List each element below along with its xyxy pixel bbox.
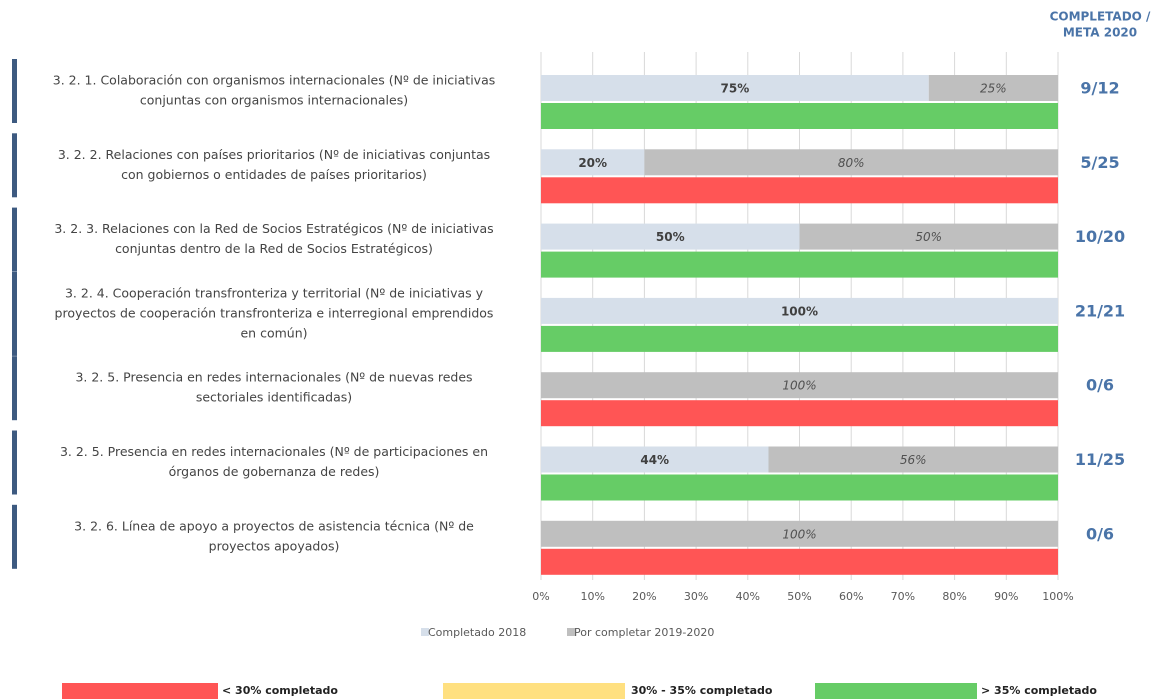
- category-label: órganos de gobernanza de redes): [169, 464, 380, 479]
- row-accent: [12, 430, 17, 495]
- legend-swatch: [567, 628, 575, 636]
- value-label: 44%: [640, 453, 669, 467]
- row-accent: [12, 133, 17, 198]
- category-label: 3. 2. 5. Presencia en redes internaciona…: [75, 370, 472, 385]
- x-tick-label: 70%: [891, 590, 915, 603]
- ratio: 10/20: [1075, 227, 1125, 246]
- status-bar: [541, 177, 1058, 204]
- category-label: con gobiernos o entidades de países prio…: [121, 167, 427, 182]
- ratio: 0/6: [1086, 376, 1114, 395]
- category-label: conjuntas dentro de la Red de Socios Est…: [115, 241, 433, 256]
- legend-label: Por completar 2019-2020: [574, 626, 714, 639]
- row-accent: [12, 207, 17, 272]
- status-legend-label: 30% - 35% completado: [631, 684, 773, 697]
- x-tick-label: 20%: [632, 590, 656, 603]
- value-label: 75%: [721, 82, 750, 96]
- status-bar: [541, 400, 1058, 427]
- bar-segment: [768, 446, 1058, 473]
- category-label: proyectos apoyados): [209, 538, 340, 553]
- x-tick-label: 10%: [580, 590, 604, 603]
- row-accent: [12, 271, 17, 356]
- ratio: 21/21: [1075, 301, 1125, 320]
- right-header: COMPLETADO /: [1050, 10, 1151, 24]
- bar-segment: [541, 446, 769, 473]
- status-bar: [541, 251, 1058, 278]
- value-label: 100%: [782, 379, 816, 393]
- bar-segment: [541, 223, 800, 250]
- x-tick-label: 40%: [736, 590, 760, 603]
- bar-segment: [541, 520, 1058, 547]
- bar-segment: [541, 297, 1058, 324]
- category-label: en común): [240, 325, 307, 340]
- value-label: 50%: [656, 230, 685, 244]
- category-label: 3. 2. 6. Línea de apoyo a proyectos de a…: [74, 518, 474, 533]
- bar-segment: [541, 75, 929, 101]
- status-bar: [541, 548, 1058, 575]
- category-label: 3. 2. 4. Cooperación transfronteriza y t…: [65, 285, 484, 300]
- legend-swatch: [421, 628, 429, 636]
- value-label: 56%: [900, 453, 927, 467]
- category-label: conjuntas con organismos internacionales…: [140, 93, 408, 108]
- value-label: 20%: [578, 156, 607, 170]
- category-label: 3. 2. 1. Colaboración con organismos int…: [53, 73, 496, 88]
- bar-segment: [799, 223, 1058, 250]
- bar-segment: [541, 149, 645, 176]
- x-tick-label: 30%: [684, 590, 708, 603]
- ratio: 5/25: [1080, 153, 1119, 172]
- x-tick-label: 0%: [532, 590, 549, 603]
- right-header: META 2020: [1063, 26, 1137, 40]
- bar-segment: [928, 75, 1058, 101]
- ratio: 9/12: [1080, 79, 1119, 98]
- value-label: 50%: [915, 230, 942, 244]
- category-label: proyectos de cooperación transfronteriza…: [55, 305, 494, 320]
- status-bar: [541, 103, 1058, 129]
- x-tick-label: 90%: [994, 590, 1018, 603]
- status-legend-label: < 30% completado: [222, 684, 338, 697]
- x-tick-label: 60%: [839, 590, 863, 603]
- status-bar: [541, 474, 1058, 501]
- x-tick-label: 100%: [1042, 590, 1073, 603]
- category-label: 3. 2. 2. Relaciones con países prioritar…: [58, 147, 490, 162]
- value-label: 80%: [838, 156, 865, 170]
- bar-segment: [541, 372, 1058, 399]
- status-legend-swatch: [443, 683, 625, 699]
- legend-label: Completado 2018: [428, 626, 526, 639]
- category-label: 3. 2. 5. Presencia en redes internaciona…: [60, 444, 488, 459]
- x-tick-label: 80%: [942, 590, 966, 603]
- bar-segment: [644, 149, 1058, 176]
- row-accent: [12, 59, 17, 123]
- status-legend-swatch: [815, 683, 977, 699]
- category-label: 3. 2. 3. Relaciones con la Red de Socios…: [54, 221, 493, 236]
- row-accent: [12, 504, 17, 569]
- status-legend-swatch: [62, 683, 218, 699]
- value-label: 100%: [782, 527, 816, 541]
- value-label: 100%: [781, 304, 818, 318]
- row-accent: [12, 356, 17, 421]
- category-label: sectoriales identificadas): [196, 390, 352, 405]
- status-bar: [541, 325, 1058, 352]
- x-tick-label: 50%: [787, 590, 811, 603]
- value-label: 25%: [980, 82, 1007, 96]
- status-legend-label: > 35% completado: [981, 684, 1097, 697]
- ratio: 11/25: [1075, 450, 1125, 469]
- ratio: 0/6: [1086, 524, 1114, 543]
